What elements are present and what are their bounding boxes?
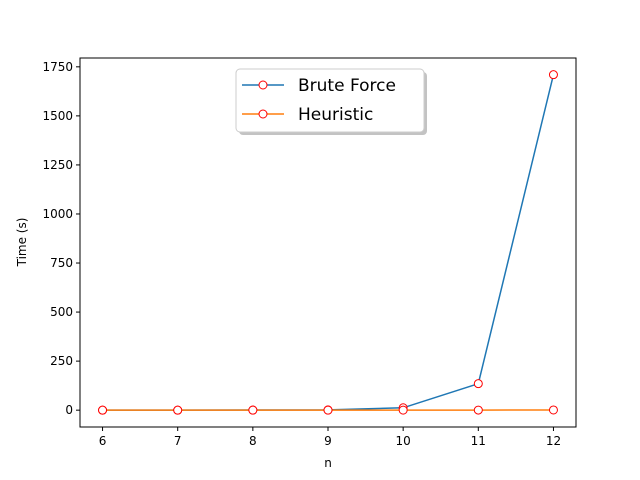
data-point-heuristic	[473, 405, 483, 415]
data-point-heuristic	[398, 405, 408, 415]
y-tick-label: 1500	[42, 109, 73, 123]
y-tick-label: 0	[65, 403, 73, 417]
y-tick-label: 1000	[42, 207, 73, 221]
x-tick-label: 6	[99, 434, 107, 448]
data-point-brute-force	[548, 70, 558, 80]
y-tick-label: 750	[50, 256, 73, 270]
legend-label: Heuristic	[298, 105, 373, 125]
data-point-brute-force	[473, 379, 483, 389]
y-tick-label: 250	[50, 354, 73, 368]
legend-marker	[258, 109, 268, 119]
legend-label: Brute Force	[298, 76, 396, 96]
plot-area: 6 7 8 9 10 11 12 0 250 500 750 1000 1250 1500 1750	[42, 57, 577, 448]
y-axis-label: Time (s)	[15, 218, 29, 268]
data-point-heuristic	[98, 405, 108, 415]
data-point-heuristic	[323, 405, 333, 415]
y-tick-label: 500	[50, 305, 73, 319]
x-tick-label: 12	[546, 434, 561, 448]
x-tick-label: 10	[396, 434, 411, 448]
x-tick-label: 9	[324, 434, 332, 448]
data-point-heuristic	[248, 405, 258, 415]
data-point-heuristic	[173, 405, 183, 415]
x-tick-label: 8	[249, 434, 257, 448]
legend: Brute Force Heuristic	[235, 68, 427, 135]
x-tick-label: 7	[174, 434, 182, 448]
data-point-heuristic	[548, 405, 558, 415]
y-tick-label: 1250	[42, 158, 73, 172]
legend-marker	[258, 80, 268, 90]
y-tick-label: 1750	[42, 60, 73, 74]
x-axis-label: n	[324, 456, 332, 470]
x-tick-label: 11	[471, 434, 486, 448]
